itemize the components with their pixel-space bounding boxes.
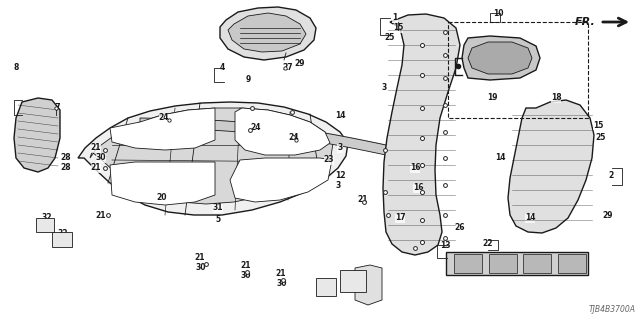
Polygon shape [383, 14, 460, 255]
Text: 32: 32 [42, 213, 52, 222]
Bar [448, 22, 588, 118]
Text: 23: 23 [324, 156, 334, 164]
Text: 12: 12 [335, 171, 345, 180]
Text: 22: 22 [483, 238, 493, 247]
Text: 19: 19 [487, 93, 497, 102]
Text: 32: 32 [58, 228, 68, 237]
Text: 4: 4 [220, 63, 225, 73]
Text: 10: 10 [493, 9, 503, 18]
Polygon shape [110, 162, 215, 205]
Polygon shape [90, 108, 333, 204]
Polygon shape [110, 108, 215, 150]
Text: 22: 22 [463, 259, 473, 268]
Text: 28: 28 [61, 164, 71, 172]
Bar [52, 232, 72, 247]
Text: 2: 2 [609, 171, 614, 180]
Text: 17: 17 [395, 213, 405, 222]
Bar [489, 254, 516, 273]
Text: 24: 24 [159, 114, 169, 123]
Text: 3: 3 [335, 180, 340, 189]
Bar [446, 252, 588, 275]
Text: 24: 24 [251, 124, 261, 132]
Text: 25: 25 [596, 133, 606, 142]
Text: 25: 25 [385, 34, 395, 43]
Text: 9: 9 [245, 76, 251, 84]
Text: 29: 29 [295, 59, 305, 68]
Polygon shape [14, 98, 60, 172]
Bar [36, 218, 54, 232]
Text: 14: 14 [525, 213, 535, 222]
Bar [558, 254, 586, 273]
Polygon shape [220, 7, 316, 60]
Text: 21: 21 [91, 164, 101, 172]
Text: 21: 21 [195, 253, 205, 262]
Text: 16: 16 [410, 164, 420, 172]
Text: 15: 15 [393, 23, 403, 33]
Polygon shape [140, 118, 400, 158]
Text: 21: 21 [91, 143, 101, 153]
Text: 14: 14 [335, 110, 345, 119]
Text: 28: 28 [61, 154, 71, 163]
Text: 8: 8 [13, 63, 19, 73]
Polygon shape [235, 108, 330, 155]
Text: 27: 27 [51, 103, 61, 113]
Polygon shape [228, 13, 306, 52]
Text: 30: 30 [196, 263, 206, 273]
Bar [454, 254, 482, 273]
Text: 1: 1 [392, 13, 397, 22]
Text: 30: 30 [241, 270, 252, 279]
Text: 27: 27 [348, 278, 358, 287]
Text: 30: 30 [96, 154, 106, 163]
Polygon shape [78, 102, 348, 215]
Text: 13: 13 [440, 241, 451, 250]
Polygon shape [468, 42, 532, 74]
Text: 3: 3 [381, 84, 387, 92]
Polygon shape [508, 100, 594, 233]
Bar [524, 254, 551, 273]
Text: 30: 30 [276, 278, 287, 287]
Text: 16: 16 [413, 183, 423, 193]
Text: 18: 18 [550, 93, 561, 102]
Text: 21: 21 [358, 196, 368, 204]
Text: 3: 3 [337, 143, 342, 153]
Text: 14: 14 [297, 38, 307, 47]
Polygon shape [230, 158, 332, 202]
Text: 21: 21 [276, 268, 286, 277]
Text: TJB4B3700A: TJB4B3700A [589, 305, 636, 314]
Bar [316, 278, 336, 296]
Text: 6: 6 [282, 49, 287, 58]
Text: FR.: FR. [575, 17, 596, 27]
Text: 20: 20 [157, 194, 167, 203]
Text: 27: 27 [283, 63, 293, 73]
Polygon shape [462, 36, 540, 80]
Text: 21: 21 [96, 211, 106, 220]
Text: 29: 29 [603, 211, 613, 220]
Text: 7: 7 [364, 291, 370, 300]
Text: 24: 24 [289, 133, 300, 142]
Text: 14: 14 [495, 154, 505, 163]
Polygon shape [355, 265, 382, 305]
Text: 11: 11 [324, 289, 335, 298]
Text: 5: 5 [216, 215, 221, 225]
Bar [340, 270, 366, 292]
Text: 21: 21 [241, 260, 252, 269]
Text: 26: 26 [455, 223, 465, 233]
Text: 15: 15 [593, 121, 603, 130]
Text: 31: 31 [212, 204, 223, 212]
